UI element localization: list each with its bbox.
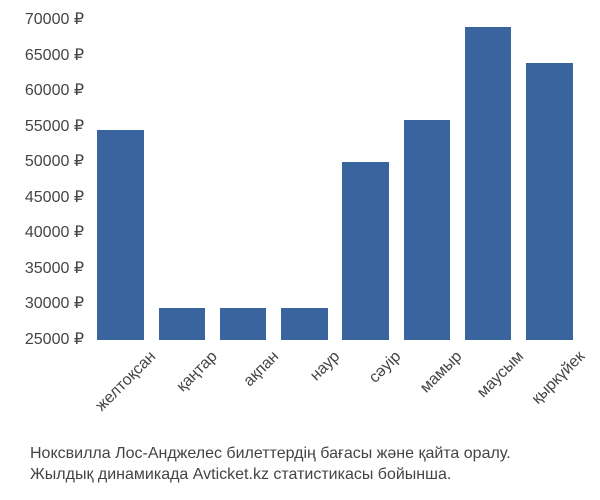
bar (97, 130, 144, 340)
y-tick-label: 65000 ₽ (25, 48, 84, 64)
bar (526, 63, 573, 340)
caption-line-1: Ноксвилла Лос-Анджелес билеттердің бағас… (30, 443, 594, 465)
y-tick-label: 45000 ₽ (25, 190, 84, 206)
y-tick-label: 60000 ₽ (25, 83, 84, 99)
y-tick-label: 50000 ₽ (25, 154, 84, 170)
bar-slot (90, 20, 151, 340)
bar (342, 162, 389, 340)
bar-slot (519, 20, 580, 340)
bars-container (90, 20, 580, 340)
bar (159, 308, 206, 340)
bar-slot (396, 20, 457, 340)
y-tick-label: 30000 ₽ (25, 296, 84, 312)
x-tick-label: қаңтар (174, 348, 222, 396)
x-tick-label: қыркүйек (529, 348, 589, 408)
bar-slot (213, 20, 274, 340)
x-tick-label: желтоқсан (93, 348, 160, 415)
bar-slot (335, 20, 396, 340)
price-chart: 25000 ₽30000 ₽35000 ₽40000 ₽45000 ₽50000… (0, 0, 600, 500)
y-tick-label: 40000 ₽ (25, 225, 84, 241)
bar-slot (151, 20, 212, 340)
bar (281, 308, 328, 340)
bar (404, 120, 451, 340)
bar (465, 27, 512, 340)
bar-slot (274, 20, 335, 340)
caption-line-2: Жылдық динамикада Avticket.kz статистика… (30, 464, 594, 486)
chart-caption: Ноксвилла Лос-Анджелес билеттердің бағас… (30, 443, 594, 486)
bar-slot (458, 20, 519, 340)
bar (220, 308, 267, 340)
plot-area (90, 20, 580, 340)
x-tick-label: ақпан (240, 348, 283, 391)
x-tick-label: наур (307, 348, 344, 385)
y-tick-label: 35000 ₽ (25, 261, 84, 277)
y-tick-label: 55000 ₽ (25, 119, 84, 135)
y-tick-label: 70000 ₽ (25, 12, 84, 28)
